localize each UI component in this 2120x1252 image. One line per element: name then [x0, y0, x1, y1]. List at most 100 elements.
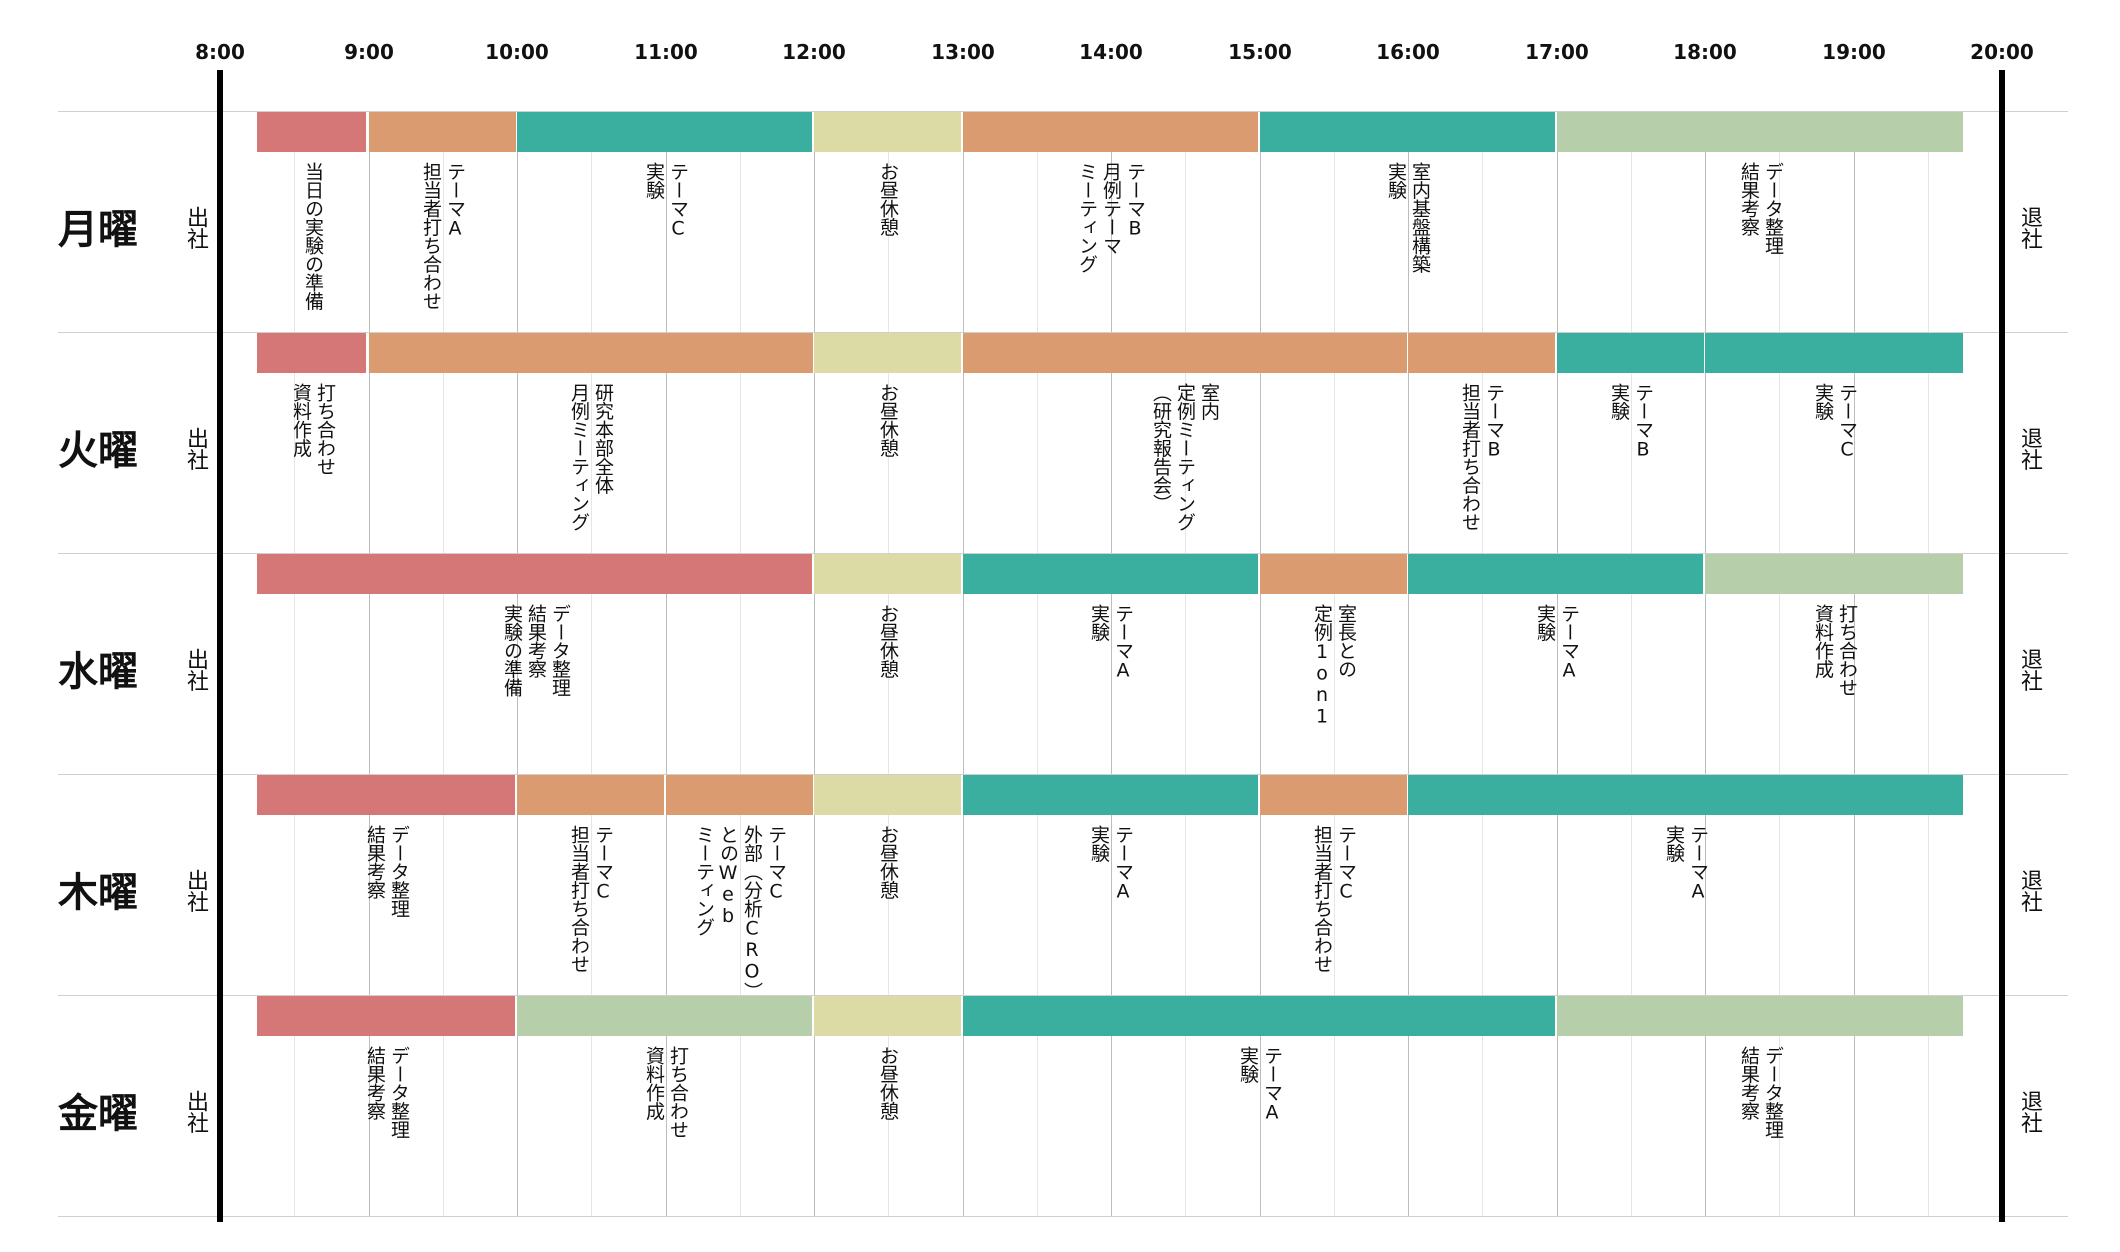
- schedule-block-bar[interactable]: [963, 333, 1407, 373]
- hour-gridline: [1557, 111, 1558, 1216]
- schedule-block-bar[interactable]: [963, 996, 1555, 1036]
- leave-label: 退社: [2017, 647, 2042, 691]
- arrive-label: 出社: [183, 868, 208, 912]
- hour-gridline: [814, 111, 815, 1216]
- leave-label: 退社: [2017, 868, 2042, 912]
- schedule-block-label: テーマA 実験: [1663, 825, 1709, 902]
- schedule-block-bar[interactable]: [1408, 554, 1703, 594]
- hour-gridline: [1854, 111, 1855, 1216]
- time-label: 15:00: [1228, 40, 1292, 64]
- half-hour-gridline: [1334, 111, 1335, 1216]
- time-label: 19:00: [1822, 40, 1886, 64]
- day-label: 金曜: [58, 1090, 138, 1137]
- schedule-block-bar[interactable]: [257, 112, 366, 152]
- schedule-block-bar[interactable]: [257, 775, 515, 815]
- schedule-block-bar[interactable]: [517, 112, 812, 152]
- schedule-block-bar[interactable]: [814, 554, 961, 594]
- leave-label: 退社: [2017, 426, 2042, 470]
- time-label: 8:00: [195, 40, 245, 64]
- schedule-block-label: お昼休憩: [877, 1046, 899, 1120]
- time-label: 11:00: [634, 40, 698, 64]
- schedule-block-label: テーマB 担当者打ち合わせ: [1459, 383, 1505, 531]
- schedule-block-label: テーマA 実験: [1534, 604, 1580, 681]
- hour-gridline: [1705, 111, 1706, 1216]
- half-hour-gridline: [1779, 111, 1780, 1216]
- schedule-block-bar[interactable]: [1557, 996, 1963, 1036]
- schedule-block-bar[interactable]: [814, 333, 961, 373]
- schedule-block-label: テーマA 実験: [1088, 825, 1134, 902]
- schedule-block-bar[interactable]: [1260, 775, 1407, 815]
- row-separator: [58, 1216, 2068, 1217]
- schedule-block-label: テーマA 実験: [1088, 604, 1134, 681]
- hour-gridline: [1111, 111, 1112, 1216]
- day-label: 木曜: [58, 869, 138, 916]
- leave-label: 退社: [2017, 1089, 2042, 1133]
- day-label: 月曜: [58, 206, 138, 253]
- schedule-block-bar[interactable]: [666, 775, 813, 815]
- schedule-block-label: お昼休憩: [877, 604, 899, 678]
- hour-gridline: [666, 111, 667, 1216]
- schedule-block-label: テーマC 担当者打ち合わせ: [568, 825, 614, 973]
- schedule-block-label: テーマC 外部（分析CRO） とのWeb ミーティング: [693, 825, 787, 1001]
- schedule-block-label: データ整理 結果考察: [364, 825, 410, 918]
- schedule-block-bar[interactable]: [1260, 554, 1407, 594]
- schedule-block-bar[interactable]: [257, 554, 812, 594]
- half-hour-gridline: [591, 111, 592, 1216]
- hour-gridline: [517, 111, 518, 1216]
- schedule-block-bar[interactable]: [1705, 554, 1963, 594]
- row-separator: [58, 332, 2068, 333]
- leave-label: 退社: [2017, 205, 2042, 249]
- schedule-block-bar[interactable]: [517, 996, 812, 1036]
- schedule-block-bar[interactable]: [963, 775, 1258, 815]
- schedule-block-bar[interactable]: [1557, 333, 1704, 373]
- schedule-block-bar[interactable]: [963, 112, 1258, 152]
- time-label: 12:00: [782, 40, 846, 64]
- time-label: 16:00: [1376, 40, 1440, 64]
- time-label: 13:00: [931, 40, 995, 64]
- row-separator: [58, 774, 2068, 775]
- day-label: 火曜: [58, 427, 138, 474]
- schedule-block-label: 当日の実験の準備: [302, 162, 324, 310]
- half-hour-gridline: [888, 111, 889, 1216]
- schedule-block-label: テーマC 実験: [1812, 383, 1858, 460]
- schedule-block-bar[interactable]: [1705, 333, 1963, 373]
- half-hour-gridline: [1631, 111, 1632, 1216]
- schedule-block-label: テーマA 担当者打ち合わせ: [420, 162, 466, 310]
- half-hour-gridline: [740, 111, 741, 1216]
- schedule-block-label: お昼休憩: [877, 383, 899, 457]
- schedule-block-label: 室内基盤構築 実験: [1385, 162, 1431, 273]
- schedule-block-label: お昼休憩: [877, 162, 899, 236]
- schedule-block-label: データ整理 結果考察: [364, 1046, 410, 1139]
- schedule-block-bar[interactable]: [257, 996, 515, 1036]
- schedule-block-bar[interactable]: [369, 333, 813, 373]
- schedule-block-bar[interactable]: [517, 775, 664, 815]
- schedule-block-bar[interactable]: [1408, 775, 1963, 815]
- schedule-block-label: 打ち合わせ 資料作成: [290, 383, 336, 476]
- schedule-block-bar[interactable]: [963, 554, 1258, 594]
- schedule-block-label: お昼休憩: [877, 825, 899, 899]
- schedule-block-label: データ整理 結果考察: [1738, 1046, 1784, 1139]
- schedule-block-bar[interactable]: [257, 333, 366, 373]
- half-hour-gridline: [443, 111, 444, 1216]
- hour-gridline: [963, 111, 964, 1216]
- arrive-label: 出社: [183, 647, 208, 691]
- schedule-block-label: 室長との 定例1on1: [1311, 604, 1357, 727]
- schedule-block-bar[interactable]: [814, 112, 961, 152]
- schedule-block-label: 研究本部全体 月例ミーティング: [568, 383, 614, 531]
- schedule-block-bar[interactable]: [1557, 112, 1963, 152]
- schedule-block-bar[interactable]: [1408, 333, 1555, 373]
- schedule-block-bar[interactable]: [814, 996, 961, 1036]
- hour-gridline: [1408, 111, 1409, 1216]
- schedule-block-bar[interactable]: [369, 112, 516, 152]
- schedule-block-label: データ整理 結果考察 実験の準備: [501, 604, 571, 697]
- arrive-label: 出社: [183, 1089, 208, 1133]
- schedule-block-label: 打ち合わせ 資料作成: [1812, 604, 1858, 697]
- row-separator: [58, 995, 2068, 996]
- schedule-block-bar[interactable]: [814, 775, 961, 815]
- schedule-block-bar[interactable]: [1260, 112, 1555, 152]
- half-hour-gridline: [1037, 111, 1038, 1216]
- half-hour-gridline: [294, 111, 295, 1216]
- time-label: 17:00: [1525, 40, 1589, 64]
- schedule-block-label: テーマA 実験: [1237, 1046, 1283, 1123]
